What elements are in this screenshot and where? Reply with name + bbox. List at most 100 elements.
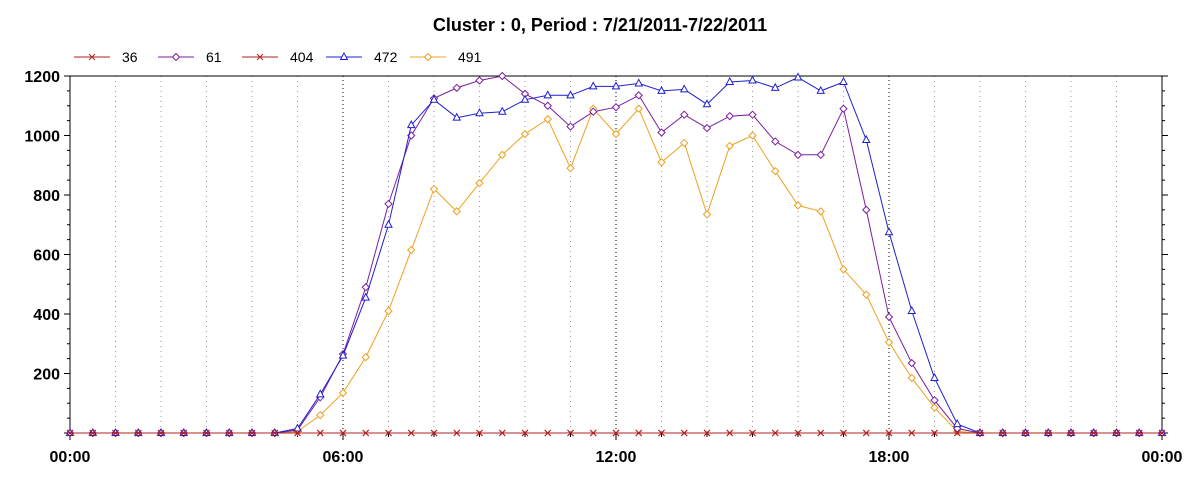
x-tick-label: 18:00 bbox=[869, 449, 910, 466]
diamond-marker bbox=[839, 104, 848, 113]
diamond-marker bbox=[816, 207, 825, 216]
x-marker bbox=[1022, 429, 1029, 437]
x-marker bbox=[794, 429, 802, 437]
x-tick-label: 12:00 bbox=[596, 449, 637, 466]
y-tick-label: 600 bbox=[33, 248, 60, 265]
triangle-marker bbox=[748, 75, 757, 84]
triangle-marker bbox=[611, 81, 621, 90]
diamond-marker bbox=[884, 338, 894, 347]
diamond-marker bbox=[725, 111, 734, 121]
diamond-marker bbox=[816, 150, 825, 160]
triangle-marker bbox=[770, 82, 780, 91]
triangle-marker bbox=[1043, 427, 1053, 436]
diamond-marker bbox=[338, 388, 348, 398]
axes: 200 400 600 800 1000 1200 00:00 06:00 12:00 18:00… bbox=[24, 69, 1182, 466]
diamond-marker bbox=[452, 83, 461, 93]
x-marker bbox=[1158, 429, 1166, 437]
series-line bbox=[70, 75, 1162, 434]
triangle-marker bbox=[1112, 427, 1121, 436]
diamond-marker bbox=[748, 131, 757, 140]
x-marker bbox=[976, 429, 984, 437]
x-marker bbox=[953, 429, 961, 437]
diamond-marker bbox=[702, 210, 712, 219]
triangle-marker bbox=[88, 427, 98, 436]
triangle-marker bbox=[588, 81, 598, 90]
x-marker bbox=[1067, 429, 1075, 437]
x-marker bbox=[1135, 429, 1143, 437]
triangle-marker bbox=[452, 112, 462, 121]
triangle-marker bbox=[224, 427, 234, 436]
triangle-marker bbox=[133, 427, 143, 436]
y-tick-label: 1200 bbox=[24, 69, 60, 86]
triangle-marker bbox=[634, 78, 644, 87]
x-marker bbox=[658, 429, 665, 437]
triangle-marker bbox=[839, 76, 848, 85]
diamond-marker bbox=[930, 396, 939, 405]
triangle-marker bbox=[1066, 427, 1076, 436]
y-tick-label: 200 bbox=[33, 367, 60, 384]
x-marker bbox=[430, 429, 438, 437]
x-marker bbox=[749, 429, 756, 437]
series-472 bbox=[65, 72, 1167, 436]
diamond-marker bbox=[907, 373, 916, 383]
x-tick-label: 00:00 bbox=[1142, 449, 1183, 466]
diamond-marker bbox=[771, 166, 780, 176]
diamond-marker bbox=[361, 283, 370, 292]
x-marker bbox=[680, 429, 688, 437]
triangle-marker bbox=[247, 427, 257, 436]
x-marker bbox=[203, 429, 210, 437]
x-marker bbox=[999, 429, 1007, 437]
x-marker bbox=[635, 429, 643, 437]
triangle-marker bbox=[907, 305, 917, 315]
x-marker bbox=[1113, 429, 1120, 437]
x-marker bbox=[88, 53, 96, 61]
triangle-marker bbox=[725, 76, 735, 85]
triangle-marker bbox=[657, 85, 666, 94]
diamond-marker bbox=[862, 205, 871, 215]
diamond-marker bbox=[839, 265, 848, 274]
diamond-marker bbox=[680, 110, 689, 119]
triangle-marker bbox=[338, 350, 348, 359]
x-marker bbox=[316, 429, 324, 437]
x-marker bbox=[157, 429, 165, 437]
legend-item-491: 491 bbox=[410, 49, 482, 65]
diamond-marker bbox=[771, 137, 780, 146]
x-marker bbox=[256, 53, 264, 61]
diamond-marker bbox=[725, 141, 734, 151]
diamond-marker bbox=[452, 207, 461, 216]
y-tick-label: 1000 bbox=[24, 129, 60, 146]
diamond-marker bbox=[543, 101, 552, 110]
x-marker bbox=[885, 429, 893, 437]
triangle-marker bbox=[1089, 427, 1099, 436]
diamond-marker bbox=[498, 150, 507, 160]
x-marker bbox=[1090, 429, 1098, 437]
triangle-marker bbox=[793, 72, 803, 81]
triangle-marker bbox=[475, 108, 484, 117]
x-marker bbox=[817, 429, 825, 437]
plot-area-frame bbox=[69, 75, 1163, 434]
triangle-marker bbox=[816, 85, 826, 94]
triangle-marker bbox=[679, 84, 689, 93]
diamond-marker bbox=[634, 91, 643, 100]
diamond-marker bbox=[611, 129, 621, 139]
diamond-marker bbox=[657, 128, 666, 137]
triangle-marker bbox=[952, 419, 962, 428]
x-marker bbox=[66, 429, 74, 437]
chart-title: Cluster : 0, Period : 7/21/2011-7/22/201… bbox=[433, 15, 767, 35]
x-marker bbox=[1044, 429, 1052, 437]
legend-item-36: 36 bbox=[74, 49, 138, 65]
series-491 bbox=[65, 104, 1167, 438]
x-marker bbox=[498, 429, 506, 437]
legend: 36 61 404 472 491 bbox=[74, 49, 482, 65]
diamond-marker bbox=[680, 138, 689, 148]
triangle-marker bbox=[65, 427, 75, 436]
x-marker bbox=[407, 429, 415, 437]
legend-label: 61 bbox=[206, 49, 222, 65]
x-tick-label: 06:00 bbox=[323, 449, 364, 466]
x-marker bbox=[931, 429, 938, 437]
diamond-marker bbox=[543, 114, 552, 124]
x-marker bbox=[476, 429, 483, 437]
triangle-marker bbox=[179, 427, 189, 436]
x-marker bbox=[908, 429, 916, 437]
